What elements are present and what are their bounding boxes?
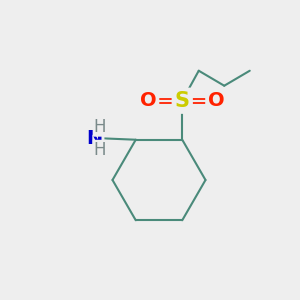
Text: H: H (94, 118, 106, 136)
Text: O: O (208, 91, 224, 110)
Text: O: O (140, 91, 157, 110)
Text: N: N (86, 129, 103, 148)
Text: S: S (175, 91, 190, 111)
Text: H: H (94, 141, 106, 159)
